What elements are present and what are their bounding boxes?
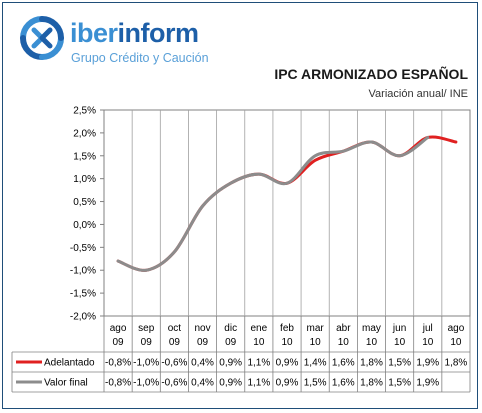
data-label: 1,5% — [388, 378, 411, 389]
y-tick-label: 2,5% — [73, 106, 96, 117]
x-tick-label: may — [362, 323, 381, 334]
x-tick-label: 10 — [310, 337, 322, 348]
y-tick-label: 1,5% — [73, 151, 96, 162]
data-label: 1,1% — [247, 378, 270, 389]
brand-name-part1: iber — [70, 18, 118, 48]
x-tick-label: dic — [224, 323, 237, 334]
x-tick-label: 10 — [422, 337, 434, 348]
x-tick-label: 09 — [169, 337, 181, 348]
x-tick-label: 09 — [225, 337, 237, 348]
x-tick-label: 10 — [338, 337, 350, 348]
series-line-adelantado — [116, 135, 458, 272]
x-tick-label: ago — [110, 323, 127, 334]
brand-tagline: Grupo Crédito y Caución — [71, 51, 209, 65]
data-label: 1,6% — [332, 358, 355, 369]
x-tick-label: jun — [392, 323, 406, 334]
series-line-valor-final — [116, 135, 430, 272]
data-label: 1,6% — [332, 378, 355, 389]
data-label: 1,8% — [360, 378, 383, 389]
x-tick-label: jul — [422, 323, 433, 334]
x-tick-label: 09 — [197, 337, 209, 348]
x-tick-label: 09 — [113, 337, 125, 348]
iberinform-logo — [20, 16, 64, 60]
x-tick-label: 10 — [450, 337, 462, 348]
x-tick-label: mar — [307, 323, 325, 334]
data-label: -1,0% — [133, 358, 159, 369]
data-label: 1,8% — [360, 358, 383, 369]
data-label: 0,4% — [191, 358, 214, 369]
y-tick-label: -1,5% — [70, 289, 96, 300]
x-tick-label: 10 — [253, 337, 265, 348]
x-tick-label: ago — [448, 323, 465, 334]
data-label: 1,9% — [416, 378, 439, 389]
data-label: -0,8% — [105, 378, 131, 389]
logo-mark-icon — [20, 16, 64, 60]
y-tick-label: -0,5% — [70, 243, 96, 254]
y-tick-label: 2,0% — [73, 128, 96, 139]
data-label: 0,9% — [219, 358, 242, 369]
data-label: 1,9% — [416, 358, 439, 369]
x-tick-label: sep — [138, 323, 155, 334]
x-tick-label: oct — [168, 323, 182, 334]
x-tick-label: 09 — [141, 337, 153, 348]
data-label: 1,4% — [304, 358, 327, 369]
brand-name-part2: inform — [117, 18, 200, 48]
y-tick-label: 0,5% — [73, 197, 96, 208]
x-tick-label: feb — [280, 323, 294, 334]
plot-area — [103, 109, 471, 317]
x-tick-label: 10 — [394, 337, 406, 348]
data-label: -1,0% — [133, 378, 159, 389]
chart-frame — [2, 2, 478, 409]
chart-subtitle: Variación anual/ INE — [368, 88, 468, 100]
data-label: -0,6% — [161, 358, 187, 369]
x-tick-label: abr — [336, 323, 351, 334]
data-label: -0,8% — [105, 358, 131, 369]
data-label: 1,8% — [445, 358, 468, 369]
legend-label: Valor final — [44, 378, 88, 389]
x-tick-label: 10 — [366, 337, 378, 348]
y-tick-label: 1,0% — [73, 174, 96, 185]
y-tick-label: -2,0% — [70, 312, 96, 323]
x-tick-label: ene — [251, 323, 268, 334]
data-label: 1,5% — [388, 358, 411, 369]
data-label: 0,9% — [219, 378, 242, 389]
data-label: 1,5% — [304, 378, 327, 389]
x-tick-label: 10 — [281, 337, 293, 348]
data-label: -0,6% — [161, 378, 187, 389]
chart-title: IPC ARMONIZADO ESPAÑOL — [274, 66, 468, 82]
data-label: 0,9% — [276, 378, 299, 389]
data-label: 0,9% — [276, 358, 299, 369]
data-label: 1,1% — [247, 358, 270, 369]
y-tick-label: 0,0% — [73, 220, 96, 231]
legend-label: Adelantado — [44, 358, 95, 369]
y-tick-label: -1,0% — [70, 266, 96, 277]
x-tick-label: nov — [194, 323, 210, 334]
brand-name: iberinform — [70, 18, 199, 48]
data-label: 0,4% — [191, 378, 214, 389]
